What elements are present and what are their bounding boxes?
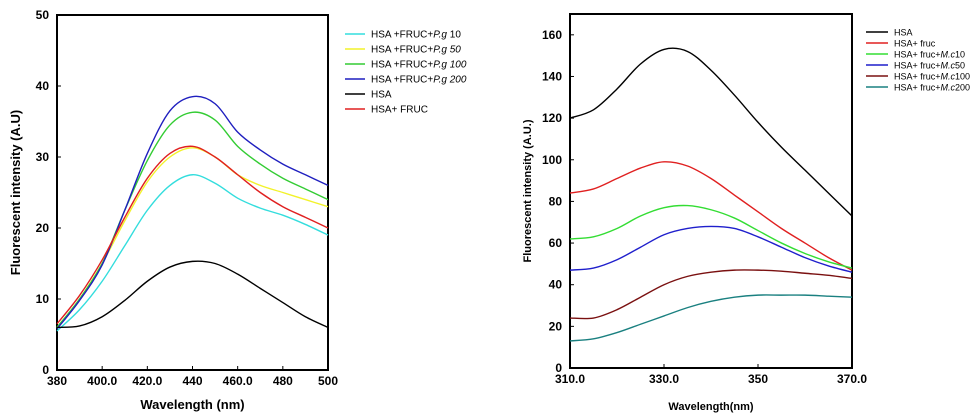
legend-entry-italic: P.g 200 <box>433 75 467 86</box>
legend-entry-3: HSA+ fruc+M.c50 <box>894 61 965 71</box>
legend-entry-suffix: 50 <box>955 61 965 71</box>
y-axis-label: Fluorescent intensity (A.U.) <box>522 119 534 262</box>
legend-entry-4: HSA+ fruc+M.c100 <box>894 72 970 82</box>
x-tick-label: 330.0 <box>649 372 679 386</box>
legend-entry-italic: P.g 50 <box>433 45 461 56</box>
x-tick-label: 400.0 <box>87 374 117 388</box>
legend-entry-name: HSA+ fruc <box>894 39 936 49</box>
plot-frame <box>569 13 853 369</box>
series-line-4 <box>56 260 329 329</box>
y-tick-label: 20 <box>549 319 563 333</box>
legend-entry-name: HSA +FRUC+ <box>371 45 433 56</box>
plot-frame <box>56 14 329 371</box>
legend-entry-suffix: 100 <box>955 72 970 82</box>
legend-entry-name: HSA+ fruc+ <box>894 61 941 71</box>
legend-entry-name: HSA+ fruc+ <box>894 83 941 93</box>
series-line-0 <box>569 47 853 217</box>
x-tick-label: 420.0 <box>132 374 162 388</box>
legend-entry-name: HSA +FRUC+ <box>371 30 433 41</box>
legend-entry-suffix: 10 <box>447 30 461 41</box>
y-tick-label: 80 <box>549 194 563 208</box>
legend-entry-italic: P.g <box>433 30 447 41</box>
legend-entry-italic: M.c <box>941 72 956 82</box>
series-line-3 <box>569 225 853 273</box>
legend-entry-name: HSA+ fruc+ <box>894 50 941 60</box>
legend-entry-suffix: 10 <box>955 50 965 60</box>
x-tick-label: 310.0 <box>555 372 585 386</box>
y-tick-label: 120 <box>542 111 562 125</box>
y-tick-label: 0 <box>555 361 562 375</box>
legend-entry-0: HSA +FRUC+P.g 10 <box>371 30 461 41</box>
series-line-0 <box>56 174 329 332</box>
x-axis-label: Wavelength(nm) <box>668 401 753 413</box>
y-tick-label: 40 <box>549 278 563 292</box>
legend-entry-italic: M.c <box>941 83 956 93</box>
series-line-2 <box>569 204 853 269</box>
x-tick-label: 440 <box>182 374 202 388</box>
x-tick-label: 370.0 <box>837 372 867 386</box>
y-tick-label: 140 <box>542 69 562 83</box>
legend-entry-suffix: 200 <box>955 83 970 93</box>
legend-entry-italic: P.g 100 <box>433 60 467 71</box>
y-tick-label: 10 <box>36 292 50 306</box>
series-line-4 <box>569 269 853 320</box>
legend-entry-name: HSA <box>894 28 913 38</box>
series-line-3 <box>56 95 329 330</box>
x-tick-label: 460.0 <box>223 374 253 388</box>
legend-entry-5: HSA+ FRUC <box>371 105 428 116</box>
x-tick-label: 350 <box>748 372 768 386</box>
series-line-5 <box>569 294 853 342</box>
chart-right-fluorescence-m-c: 310.0 330.0 350 370.0 0 20 40 60 80 100 120 140 160 W… <box>522 13 970 413</box>
series-line-5 <box>56 145 329 325</box>
legend-entry-italic: M.c <box>941 50 956 60</box>
legend-entry-name: HSA+ FRUC <box>371 105 428 116</box>
legend-entry-4: HSA <box>371 90 392 101</box>
legend-entry-0: HSA <box>894 28 913 38</box>
y-tick-label: 60 <box>549 236 563 250</box>
x-axis-label: Wavelength (nm) <box>140 397 244 412</box>
legend-entry-name: HSA <box>371 90 392 101</box>
legend-entry-italic: M.c <box>941 61 956 71</box>
legend-entry-1: HSA+ fruc <box>894 39 936 49</box>
legend-entry-5: HSA+ fruc+M.c200 <box>894 83 970 93</box>
x-tick-label: 500 <box>318 374 338 388</box>
x-tick-label: 380 <box>47 374 67 388</box>
y-tick-label: 30 <box>36 150 50 164</box>
y-tick-label: 160 <box>542 28 562 42</box>
legend-entry-1: HSA +FRUC+P.g 50 <box>371 45 461 56</box>
y-tick-label: 100 <box>542 153 562 167</box>
legend-entry-name: HSA+ fruc+ <box>894 72 941 82</box>
y-axis-label: Fluorescent intensity (A.U) <box>8 110 23 275</box>
y-tick-label: 0 <box>42 363 49 377</box>
legend-entry-2: HSA+ fruc+M.c10 <box>894 50 965 60</box>
chart-left-fluorescence-p-g: 380 400.0 420.0 440 460.0 480 500 0 10 20 30 40 50 Wa… <box>8 8 467 412</box>
series-line-2 <box>56 111 329 328</box>
x-tick-label: 480 <box>273 374 293 388</box>
y-tick-label: 50 <box>36 8 50 22</box>
y-tick-label: 40 <box>36 79 50 93</box>
legend-entry-2: HSA +FRUC+P.g 100 <box>371 60 467 71</box>
legend-entry-name: HSA +FRUC+ <box>371 60 433 71</box>
y-tick-label: 20 <box>36 221 50 235</box>
series-line-1 <box>569 161 853 271</box>
legend-entry-3: HSA +FRUC+P.g 200 <box>371 75 467 86</box>
legend-entry-name: HSA +FRUC+ <box>371 75 433 86</box>
